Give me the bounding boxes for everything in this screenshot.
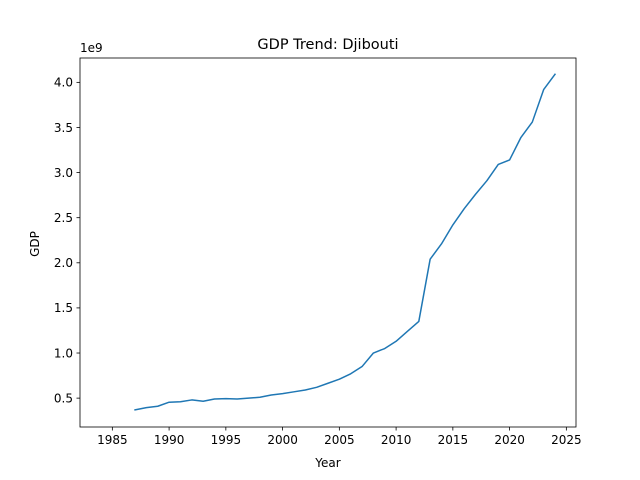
x-tick-label-1995: 1995 — [211, 433, 242, 447]
y-tick-label-4: 2.5 — [54, 211, 73, 225]
x-tick-label-2015: 2015 — [438, 433, 469, 447]
plot-area: 1985 1990 1995 2000 2005 2010 2015 2020 2025 0.5 1… — [54, 57, 582, 447]
y-tick-label-7: 4.0 — [54, 76, 73, 90]
plot-frame — [79, 57, 577, 428]
x-tick-label-2000: 2000 — [267, 433, 298, 447]
y-axis-offset-text: 1e9 — [80, 41, 103, 55]
y-tick-label-6: 3.5 — [54, 121, 73, 135]
y-tick-label-0: 0.5 — [54, 391, 73, 405]
x-tick-label-1990: 1990 — [154, 433, 185, 447]
y-tick-label-2: 1.5 — [54, 301, 73, 315]
y-axis-label: GDP — [28, 231, 42, 257]
y-tick-label-3: 2.0 — [54, 256, 73, 270]
x-tick-label-1985: 1985 — [97, 433, 128, 447]
series-line-0 — [134, 73, 557, 411]
y-tick-label-5: 3.0 — [54, 166, 73, 180]
x-tick-label-2005: 2005 — [324, 433, 355, 447]
y-tick-label-1: 1.0 — [54, 346, 73, 360]
x-axis-label: Year — [314, 456, 340, 470]
x-tick-label-2025: 2025 — [551, 433, 582, 447]
chart-title: GDP Trend: Djibouti — [257, 37, 398, 53]
x-tick-label-2020: 2020 — [494, 433, 525, 447]
x-tick-label-2010: 2010 — [381, 433, 412, 447]
